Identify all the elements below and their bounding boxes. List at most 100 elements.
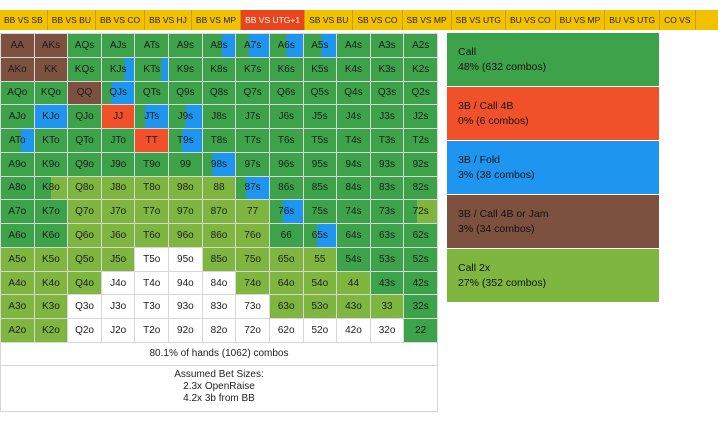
hand-cell-52s[interactable]: 52s	[404, 247, 437, 271]
hand-cell-65s[interactable]: 65s	[303, 224, 337, 247]
hand-cell-a8s[interactable]: A8s	[202, 34, 236, 57]
hand-cell-94s[interactable]: 94s	[337, 152, 370, 176]
hand-cell-t5s[interactable]: T5s	[303, 129, 337, 152]
hand-cell-kqs[interactable]: KQs	[68, 57, 101, 81]
hand-cell-99[interactable]: 99	[169, 152, 202, 176]
hand-cell-t3o[interactable]: T3o	[135, 295, 169, 319]
legend-3b-call-4b-or-jam[interactable]: 3B / Call 4B or Jam 3% (34 combos)	[447, 195, 659, 248]
hand-cell-64s[interactable]: 64s	[337, 224, 370, 247]
hand-cell-j3o[interactable]: J3o	[101, 295, 135, 319]
hand-cell-t7s[interactable]: T7s	[236, 129, 269, 152]
hand-cell-qjs[interactable]: QJs	[101, 81, 135, 105]
hand-cell-k8o[interactable]: K8o	[34, 176, 68, 200]
hand-cell-75s[interactable]: 75s	[303, 200, 337, 224]
hand-cell-a7o[interactable]: A7o	[1, 200, 34, 224]
hand-cell-k6o[interactable]: K6o	[34, 224, 68, 247]
hand-cell-ajo[interactable]: AJo	[1, 105, 34, 129]
hand-cell-63s[interactable]: 63s	[370, 224, 404, 247]
hand-cell-95o[interactable]: 95o	[169, 247, 202, 271]
tab-bb-vs-co[interactable]: BB VS CO	[96, 10, 146, 30]
hand-cell-jto[interactable]: JTo	[101, 129, 135, 152]
hand-cell-22[interactable]: 22	[404, 319, 437, 342]
hand-cell-64o[interactable]: 64o	[269, 271, 303, 295]
hand-cell-a5s[interactable]: A5s	[303, 34, 337, 57]
hand-cell-k4s[interactable]: K4s	[337, 57, 370, 81]
hand-cell-t4s[interactable]: T4s	[337, 129, 370, 152]
hand-cell-a4s[interactable]: A4s	[337, 34, 370, 57]
hand-cell-k3o[interactable]: K3o	[34, 295, 68, 319]
tab-bu-vs-utg[interactable]: BU VS UTG	[605, 10, 661, 30]
hand-cell-tt[interactable]: TT	[135, 129, 169, 152]
tab-bb-vs-sb[interactable]: BB VS SB	[0, 10, 48, 30]
hand-cell-j2o[interactable]: J2o	[101, 319, 135, 342]
hand-cell-j9o[interactable]: J9o	[101, 152, 135, 176]
hand-cell-85s[interactable]: 85s	[303, 176, 337, 200]
hand-cell-a3s[interactable]: A3s	[370, 34, 404, 57]
hand-cell-87o[interactable]: 87o	[202, 200, 236, 224]
hand-cell-74o[interactable]: 74o	[236, 271, 269, 295]
hand-cell-j4s[interactable]: J4s	[337, 105, 370, 129]
hand-cell-qq[interactable]: QQ	[68, 81, 101, 105]
hand-cell-32o[interactable]: 32o	[370, 319, 404, 342]
hand-cell-42o[interactable]: 42o	[337, 319, 370, 342]
hand-cell-j6s[interactable]: J6s	[269, 105, 303, 129]
tab-sb-vs-utg[interactable]: SB VS UTG	[452, 10, 506, 30]
hand-cell-t4o[interactable]: T4o	[135, 271, 169, 295]
hand-cell-a9o[interactable]: A9o	[1, 152, 34, 176]
hand-cell-aqo[interactable]: AQo	[1, 81, 34, 105]
tab-bu-vs-co[interactable]: BU VS CO	[506, 10, 556, 30]
hand-cell-97o[interactable]: 97o	[169, 200, 202, 224]
hand-cell-62o[interactable]: 62o	[269, 319, 303, 342]
hand-cell-jts[interactable]: JTs	[135, 105, 169, 129]
hand-cell-jj[interactable]: JJ	[101, 105, 135, 129]
hand-cell-k4o[interactable]: K4o	[34, 271, 68, 295]
tab-sb-vs-co[interactable]: SB VS CO	[353, 10, 403, 30]
hand-cell-t6o[interactable]: T6o	[135, 224, 169, 247]
hand-cell-k9o[interactable]: K9o	[34, 152, 68, 176]
hand-cell-aks[interactable]: AKs	[34, 34, 68, 57]
hand-cell-t2s[interactable]: T2s	[404, 129, 437, 152]
hand-cell-ako[interactable]: AKo	[1, 57, 34, 81]
hand-cell-t7o[interactable]: T7o	[135, 200, 169, 224]
hand-cell-q8s[interactable]: Q8s	[202, 81, 236, 105]
hand-cell-a7s[interactable]: A7s	[236, 34, 269, 57]
hand-cell-j8s[interactable]: J8s	[202, 105, 236, 129]
hand-cell-85o[interactable]: 85o	[202, 247, 236, 271]
hand-cell-j5s[interactable]: J5s	[303, 105, 337, 129]
hand-cell-j6o[interactable]: J6o	[101, 224, 135, 247]
hand-cell-j2s[interactable]: J2s	[404, 105, 437, 129]
hand-cell-a5o[interactable]: A5o	[1, 247, 34, 271]
hand-cell-t5o[interactable]: T5o	[135, 247, 169, 271]
hand-cell-96s[interactable]: 96s	[269, 152, 303, 176]
hand-cell-72o[interactable]: 72o	[236, 319, 269, 342]
hand-cell-j5o[interactable]: J5o	[101, 247, 135, 271]
hand-cell-q6o[interactable]: Q6o	[68, 224, 101, 247]
hand-cell-j9s[interactable]: J9s	[169, 105, 202, 129]
hand-cell-q7s[interactable]: Q7s	[236, 81, 269, 105]
hand-cell-j8o[interactable]: J8o	[101, 176, 135, 200]
hand-cell-t9o[interactable]: T9o	[135, 152, 169, 176]
hand-cell-73o[interactable]: 73o	[236, 295, 269, 319]
tab-sb-vs-bu[interactable]: SB VS BU	[305, 10, 354, 30]
hand-cell-j7s[interactable]: J7s	[236, 105, 269, 129]
hand-cell-aqs[interactable]: AQs	[68, 34, 101, 57]
hand-cell-j3s[interactable]: J3s	[370, 105, 404, 129]
legend-call-2x[interactable]: Call 2x 27% (352 combos)	[447, 249, 659, 302]
hand-cell-93s[interactable]: 93s	[370, 152, 404, 176]
hand-cell-q4o[interactable]: Q4o	[68, 271, 101, 295]
legend-call[interactable]: Call 48% (632 combos)	[447, 33, 659, 86]
hand-cell-92o[interactable]: 92o	[169, 319, 202, 342]
hand-cell-j7o[interactable]: J7o	[101, 200, 135, 224]
hand-cell-t2o[interactable]: T2o	[135, 319, 169, 342]
legend-3b-fold[interactable]: 3B / Fold 3% (38 combos)	[447, 141, 659, 194]
hand-cell-83o[interactable]: 83o	[202, 295, 236, 319]
hand-cell-86s[interactable]: 86s	[269, 176, 303, 200]
hand-cell-66[interactable]: 66	[269, 224, 303, 247]
hand-cell-54s[interactable]: 54s	[337, 247, 370, 271]
hand-cell-84s[interactable]: 84s	[337, 176, 370, 200]
hand-cell-62s[interactable]: 62s	[404, 224, 437, 247]
hand-cell-k9s[interactable]: K9s	[169, 57, 202, 81]
hand-cell-t8o[interactable]: T8o	[135, 176, 169, 200]
tab-bu-vs-mp[interactable]: BU VS MP	[556, 10, 606, 30]
hand-cell-qto[interactable]: QTo	[68, 129, 101, 152]
